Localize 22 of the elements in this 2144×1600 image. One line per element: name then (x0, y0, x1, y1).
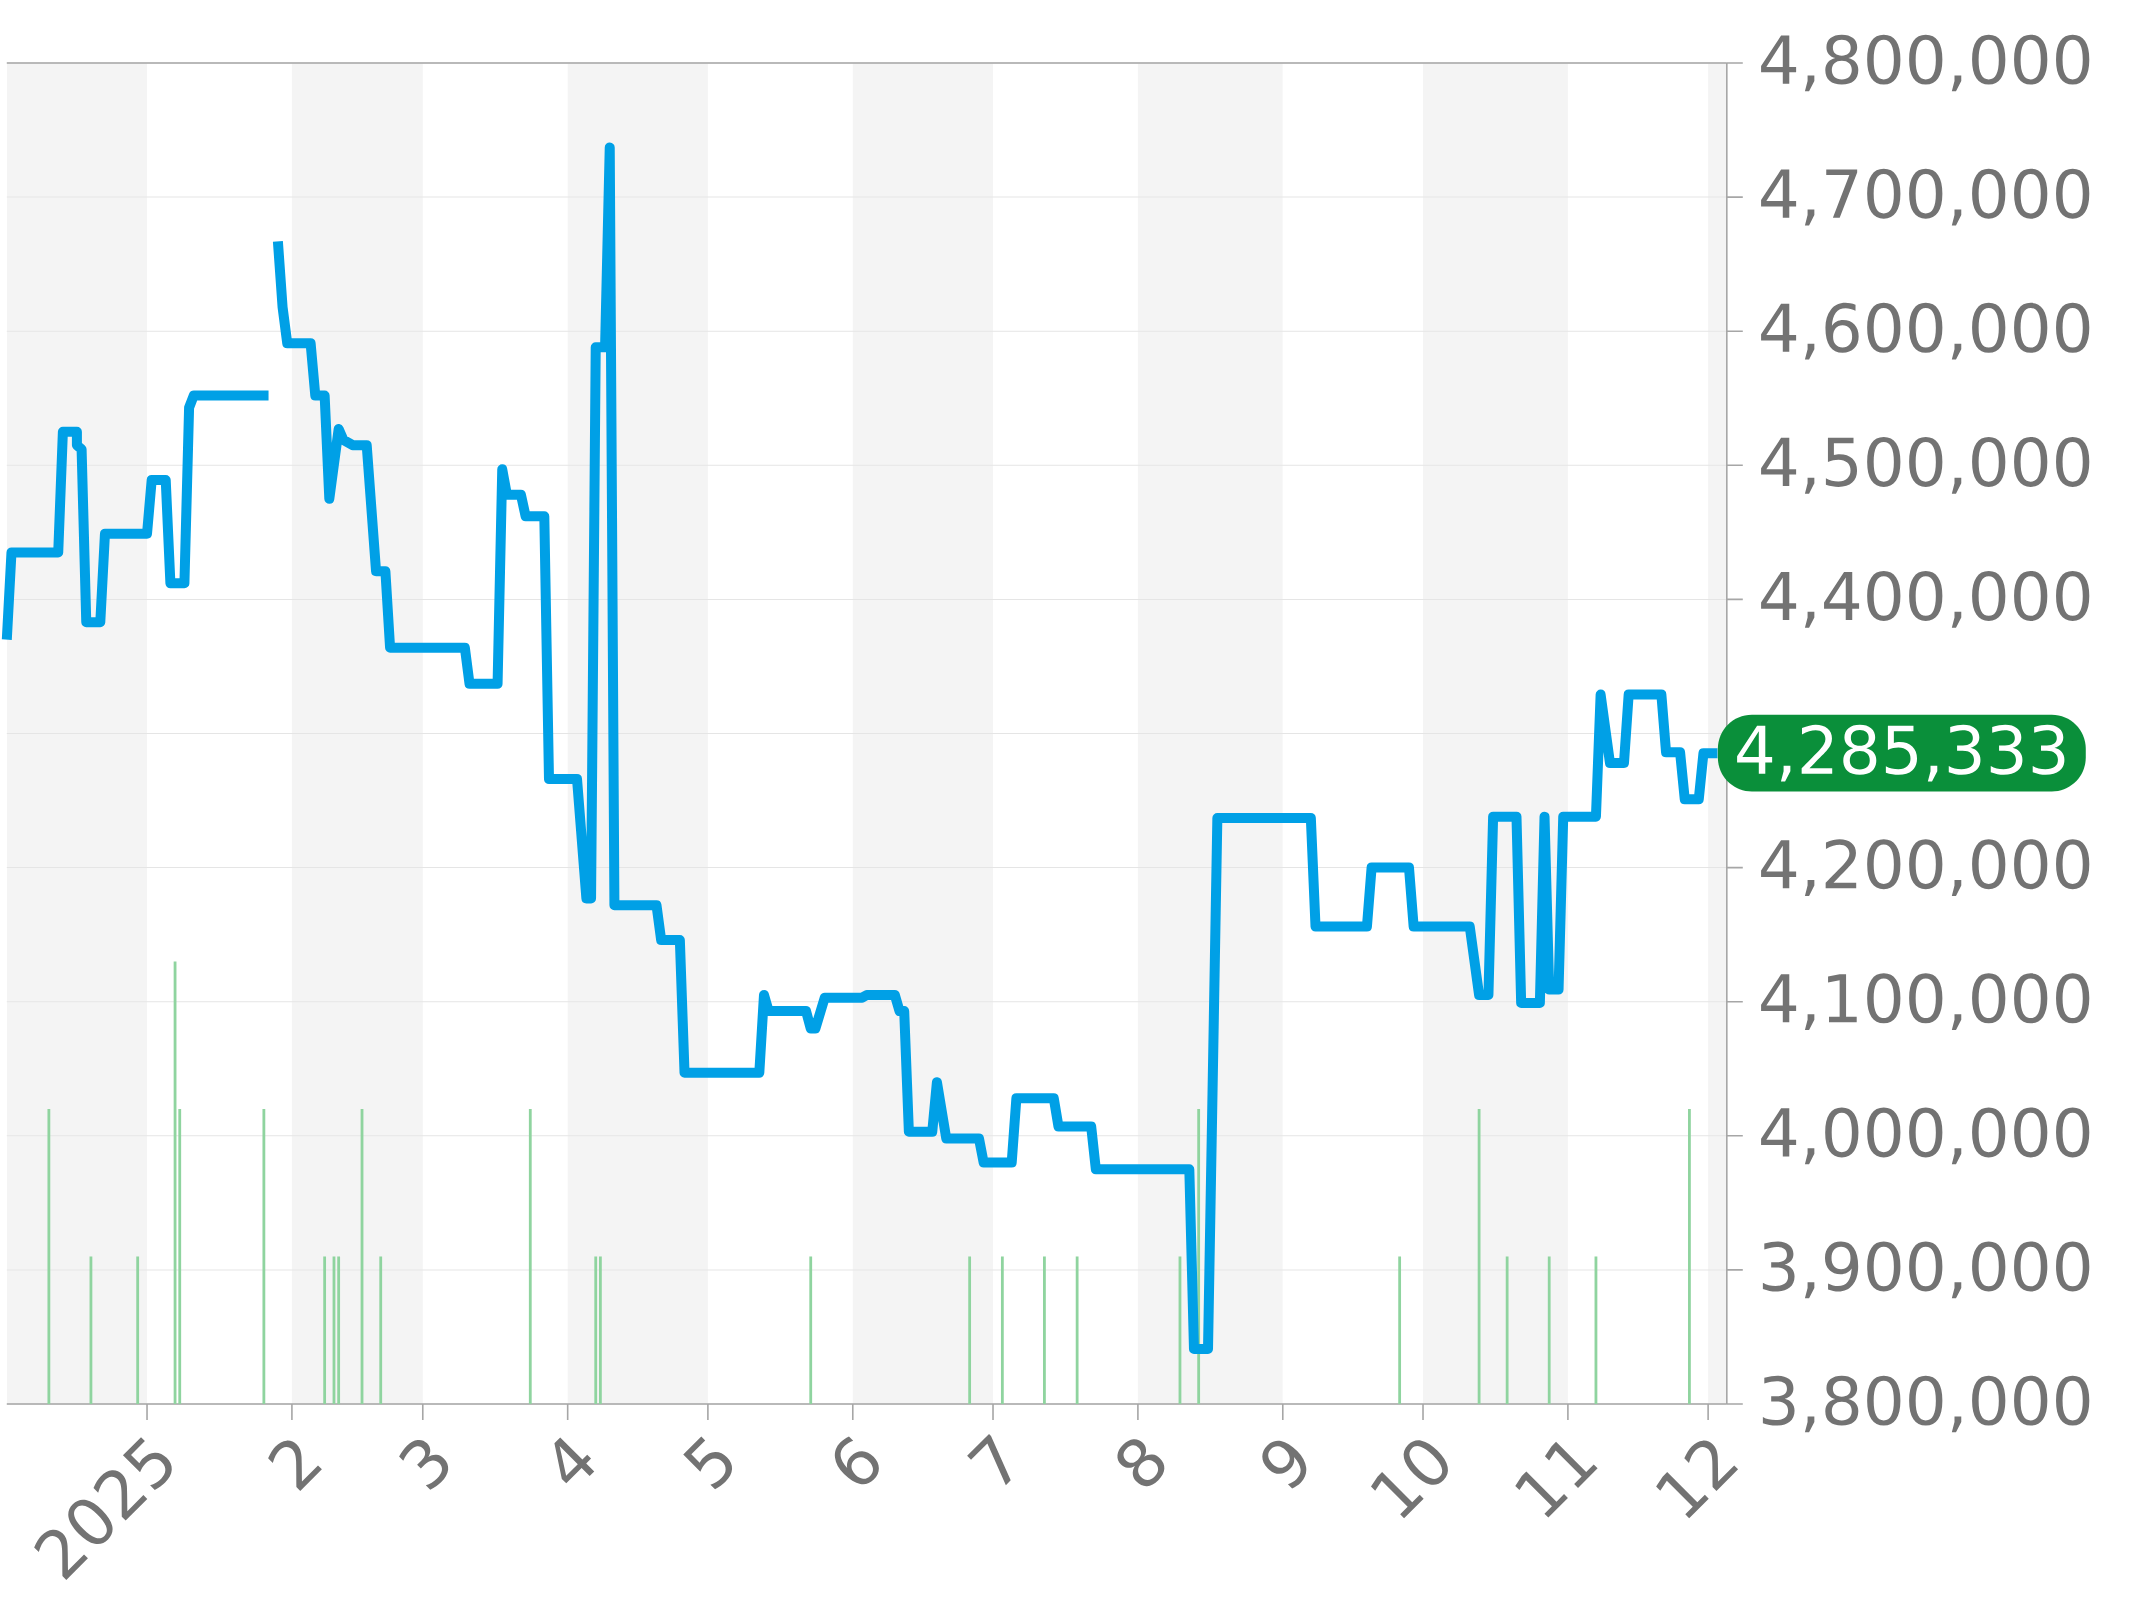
y-tick-label: 4,200,000 (1761, 839, 2090, 896)
y-tick-label: 4,700,000 (1761, 168, 2090, 226)
y-tick-label: 3,800,000 (1762, 1375, 2090, 1433)
x-tick-label: 6 (834, 1436, 879, 1485)
x-tick-label: 11 (1515, 1441, 1598, 1518)
annotation: 4,285,333 (1737, 724, 2065, 782)
y-tick-label: 4,800,000 (1761, 34, 2090, 92)
y-tick-label: 4,400,000 (1761, 571, 2090, 628)
x-tick-label: 8 (1117, 1439, 1165, 1487)
y-tick-label: 3,900,000 (1762, 1241, 2090, 1299)
x-tick-label: 5 (683, 1436, 733, 1490)
x-tick-label: 2 (268, 1440, 322, 1491)
x-tick-label: 9 (1262, 1440, 1307, 1489)
x-tick-label: 10 (1371, 1440, 1448, 1519)
y-tick-label: 4,100,000 (1761, 973, 2090, 1031)
x-tick-label: 12 (1656, 1440, 1739, 1519)
y-tick-label: 4,600,000 (1761, 302, 2090, 360)
x-tick-label: 4 (554, 1437, 595, 1484)
x-tick-label: 3 (399, 1439, 449, 1490)
y-tick-label: 4,000,000 (1761, 1107, 2090, 1165)
x-tick-label: 7 (967, 1433, 1011, 1486)
y-tick-label: 4,500,000 (1761, 436, 2090, 494)
